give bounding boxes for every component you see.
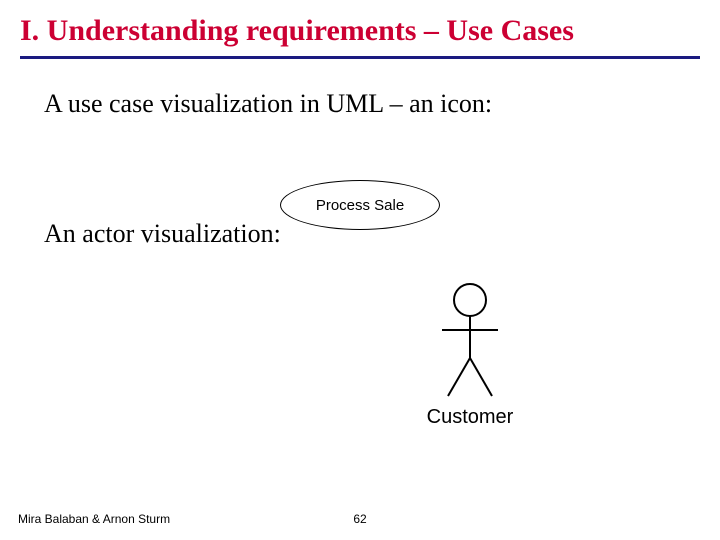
slide-title: I. Understanding requirements – Use Case… [0,0,720,54]
actor-stickfigure-icon [430,280,510,400]
title-underline [20,56,700,59]
footer-authors: Mira Balaban & Arnon Sturm [18,512,170,526]
actor-label: Customer [400,406,540,429]
actor-diagram: Customer [400,280,540,429]
usecase-label: Process Sale [316,197,404,214]
usecase-intro-text: A use case visualization in UML – an ico… [0,89,720,119]
usecase-ellipse-icon: Process Sale [280,180,440,230]
footer-page-number: 62 [353,512,366,526]
usecase-diagram: Process Sale [270,180,450,230]
